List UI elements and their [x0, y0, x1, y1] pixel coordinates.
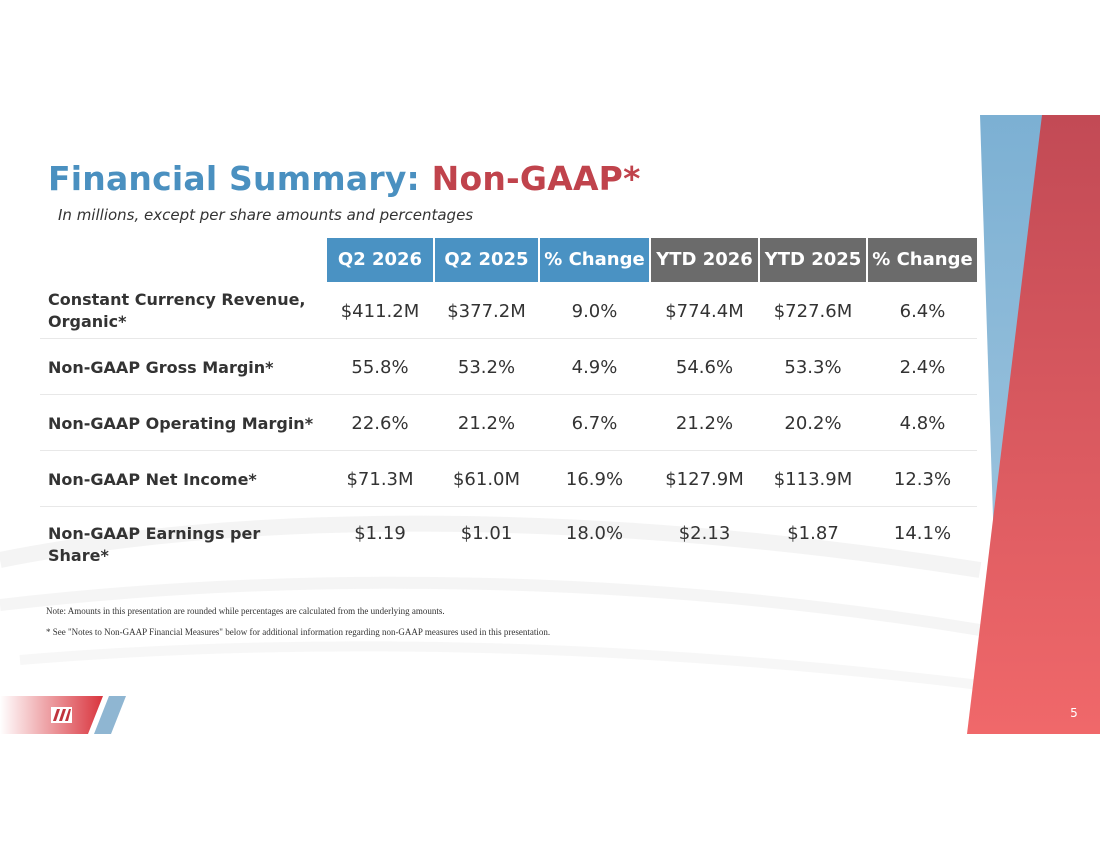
table-cell: 4.8%	[899, 413, 946, 434]
table-cell: $411.2M	[340, 301, 420, 322]
column-header-q2-2025: Q2 2025	[435, 238, 538, 282]
row-label-operating-margin: Non-GAAP Operating Margin*	[48, 414, 314, 433]
row-label-eps: Non-GAAP Earnings per Share*	[48, 524, 261, 565]
row-divider	[40, 394, 977, 395]
red-stripe-decoration	[967, 115, 1100, 734]
column-header-ytd-2025: YTD 2025	[760, 238, 866, 282]
table-cell: $113.9M	[773, 469, 853, 490]
row-divider	[40, 506, 977, 507]
footnote-rounding: Note: Amounts in this presentation are r…	[46, 606, 445, 616]
column-header-q2-2026: Q2 2026	[327, 238, 433, 282]
column-header-ytd-change: % Change	[868, 238, 977, 282]
table-cell: 6.7%	[571, 413, 618, 434]
subtitle: In millions, except per share amounts an…	[58, 206, 474, 224]
table-cell: 53.2%	[457, 357, 516, 378]
column-header-q2-change: % Change	[540, 238, 649, 282]
row-label-net-income: Non-GAAP Net Income*	[48, 470, 257, 489]
row-label-gross-margin: Non-GAAP Gross Margin*	[48, 358, 274, 377]
table-cell: $127.9M	[665, 469, 744, 490]
table-cell: $1.01	[460, 523, 513, 544]
table-cell: 18.0%	[565, 523, 624, 544]
table-cell: $774.4M	[665, 301, 744, 322]
company-logo-icon	[0, 696, 126, 734]
table-cell: $1.87	[787, 523, 839, 544]
title-accent: Non-GAAP*	[431, 159, 641, 198]
column-header-ytd-2026: YTD 2026	[651, 238, 758, 282]
table-cell: 20.2%	[784, 413, 842, 434]
table-cell: 4.9%	[571, 357, 618, 378]
table-cell: 16.9%	[565, 469, 624, 490]
row-divider	[40, 450, 977, 451]
row-label-constant-currency-revenue: Constant Currency Revenue, Organic*	[48, 290, 306, 331]
swoosh-decoration	[19, 641, 981, 690]
table-cell: 54.6%	[675, 357, 734, 378]
table-cell: 21.2%	[675, 413, 734, 434]
table-cell: 53.3%	[784, 357, 842, 378]
table-cell: $727.6M	[773, 301, 853, 322]
swoosh-decoration	[0, 515, 982, 578]
page-title: Financial Summary: Non-GAAP*	[48, 159, 641, 198]
footnote-non-gaap: * See "Notes to Non-GAAP Financial Measu…	[46, 627, 551, 637]
table-cell: 6.4%	[899, 301, 946, 322]
table-cell: 22.6%	[351, 413, 409, 434]
row-divider	[40, 338, 977, 339]
table-cell: $61.0M	[452, 469, 521, 490]
table-cell: 12.3%	[893, 469, 952, 490]
table-cell: $1.19	[354, 523, 406, 544]
slide-background	[0, 115, 1100, 734]
table-cell: 9.0%	[571, 301, 618, 322]
table-cell: 55.8%	[351, 357, 409, 378]
table-cell: 14.1%	[893, 523, 952, 544]
table-cell: $2.13	[678, 523, 731, 544]
table-cell: $71.3M	[346, 469, 414, 490]
slide: Financial Summary: Non-GAAP* In millions…	[0, 115, 1100, 734]
page-number: 5	[1070, 706, 1078, 720]
title-main: Financial Summary:	[48, 159, 420, 198]
table-cell: 2.4%	[899, 357, 946, 378]
table-cell: 21.2%	[457, 413, 516, 434]
swoosh-decoration	[0, 576, 981, 636]
table-cell: $377.2M	[447, 301, 526, 322]
